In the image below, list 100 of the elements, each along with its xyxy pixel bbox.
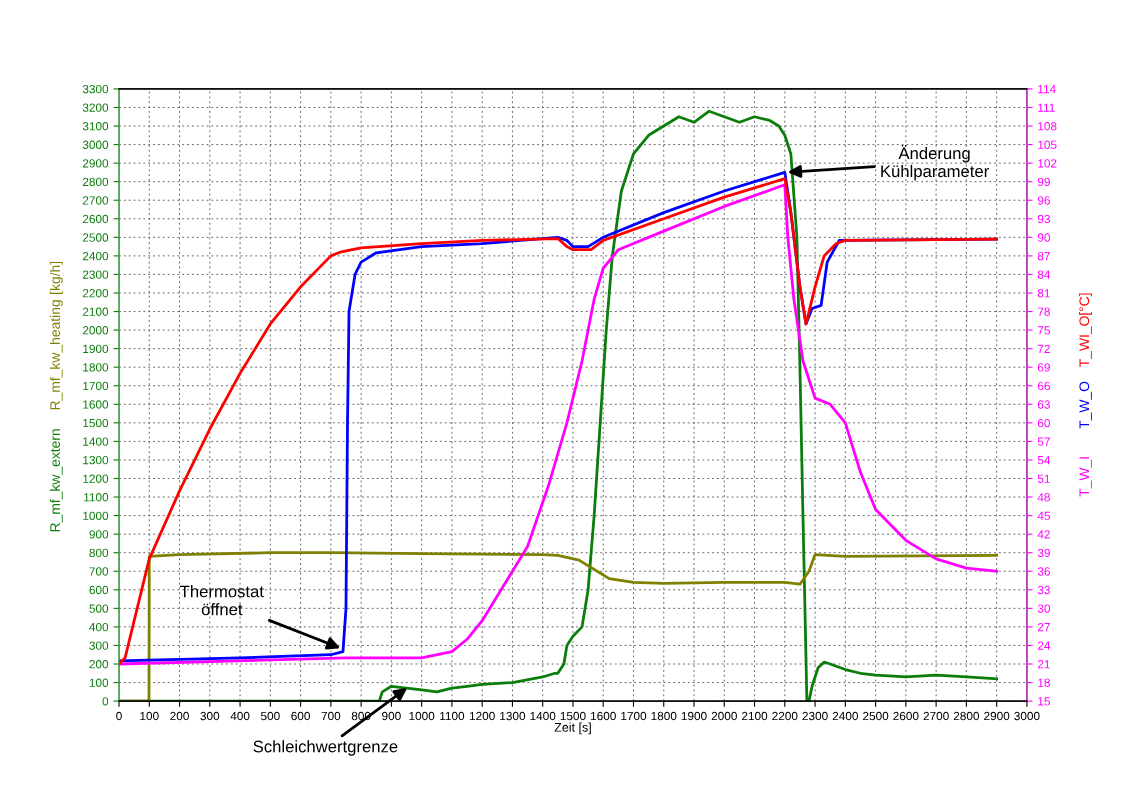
y-tick-label: 0 (102, 697, 109, 706)
y-tick-label: 100 (89, 678, 109, 687)
y-axis-title: [kg/h] (49, 261, 63, 294)
y2-tick-label: 75 (1037, 326, 1050, 335)
y-tick-label: 400 (89, 622, 109, 632)
y2-tick-label: 105 (1038, 140, 1057, 149)
x-tick-label: 2400 (832, 711, 858, 721)
text: T_W_I (1079, 457, 1092, 497)
y-tick-label: 2500 (82, 233, 109, 242)
annotation: Änderung Kühlparameter (881, 145, 989, 181)
y-tick-label: 900 (89, 530, 109, 539)
x-tick-label: 2500 (863, 711, 889, 721)
y-tick-label: 700 (89, 567, 109, 576)
y2-tick-label: 63 (1037, 400, 1050, 409)
y-tick-label: 600 (89, 585, 109, 595)
y2-tick-label: 21 (1037, 660, 1050, 669)
y-tick-label: 2800 (82, 177, 109, 187)
y2-tick-label: 54 (1037, 456, 1051, 465)
x-tick-label: 2700 (923, 711, 949, 721)
y-tick-label: 1100 (84, 493, 109, 502)
y2-tick-label: 69 (1037, 363, 1050, 372)
x-tick-label: 2900 (984, 711, 1010, 721)
y-tick-label: 1900 (83, 344, 109, 354)
y-tick-label: 1300 (83, 455, 109, 465)
y2-tick-label: 57 (1037, 437, 1050, 446)
y2-tick-label: 93 (1037, 214, 1050, 224)
y-tick-label: 800 (89, 548, 109, 558)
y-tick-label: 3000 (82, 140, 109, 149)
x-tick-label: 1800 (651, 711, 677, 721)
x-tick-label: 1000 (409, 711, 435, 721)
y2-tick-label: 108 (1038, 122, 1057, 131)
y-tick-label: 1400 (83, 437, 109, 446)
x-tick-label: 1200 (469, 711, 495, 721)
y2-tick-label: 102 (1038, 159, 1057, 168)
y2-tick-label: 66 (1037, 381, 1050, 391)
x-tick-label: 2300 (802, 711, 828, 721)
y-tick-label: 1600 (83, 400, 109, 409)
x-tick-label: 200 (170, 711, 189, 721)
y-tick-label: 1200 (83, 474, 109, 483)
y2-tick-label: 51 (1037, 474, 1050, 483)
y-tick-label: 300 (89, 641, 109, 650)
x-tick-label: 1900 (681, 711, 707, 721)
y2-tick-label: 87 (1037, 251, 1050, 261)
x-tick-label: 1300 (500, 711, 526, 721)
x-tick-label: 2100 (742, 711, 768, 721)
y2-tick-label: 81 (1037, 289, 1050, 298)
y2-tick-label: 36 (1037, 567, 1050, 576)
x-tick-label: 2000 (711, 711, 737, 721)
y2-tick-label: 24 (1037, 641, 1051, 650)
annotation: Thermostat öffnet (180, 585, 264, 616)
x-tick-label: 0 (116, 711, 122, 721)
x-tick-label: 1100 (440, 711, 465, 721)
x-tick-label: 400 (230, 711, 250, 721)
x-tick-label: 600 (291, 711, 310, 721)
y2-tick-label: 30 (1037, 604, 1050, 613)
y2-tick-label: 39 (1037, 548, 1050, 558)
y2-tick-label: 27 (1037, 622, 1050, 632)
x-tick-label: 100 (140, 711, 159, 721)
y2-tick-label: 78 (1037, 307, 1050, 316)
y2-tick-label: 48 (1037, 493, 1050, 502)
y2-tick-label: 99 (1037, 177, 1050, 187)
y-tick-label: 2600 (82, 214, 109, 224)
x-tick-label: 2600 (893, 711, 919, 721)
text: R_mf_kw_heating (49, 300, 63, 410)
y-tick-label: 500 (89, 604, 109, 613)
y2-tick-label: 18 (1038, 678, 1050, 687)
y2-tick-label: 96 (1037, 196, 1050, 205)
x-tick-label: 900 (382, 711, 401, 721)
y-tick-label: 3100 (82, 122, 109, 131)
y-tick-label: 2400 (82, 251, 109, 261)
x-tick-label: 500 (260, 711, 280, 721)
annotation: Schleichwertgrenze (253, 740, 398, 756)
y-tick-label: 1700 (83, 381, 109, 391)
text: T_W_O (1079, 381, 1092, 429)
x-tick-label: 2200 (772, 711, 798, 721)
x-tick-label: 1700 (621, 711, 647, 721)
y2-tick-label: 33 (1037, 585, 1050, 595)
y-tick-label: 3300 (82, 84, 109, 94)
y2-tick-label: 72 (1037, 344, 1050, 353)
y-tick-label: 1800 (83, 363, 109, 372)
x-tick-label: 300 (200, 711, 220, 721)
y2-tick-label: 45 (1037, 511, 1050, 520)
y-tick-label: 1500 (83, 418, 109, 428)
y-tick-label: 200 (89, 660, 109, 669)
y2-tick-label: 90 (1037, 233, 1050, 242)
x-tick-label: 1600 (591, 711, 616, 721)
text: R_mf_kw_extern (49, 429, 63, 532)
y-tick-label: 1000 (83, 511, 109, 520)
y2-tick-label: 15 (1038, 697, 1050, 706)
x-tick-label: 700 (321, 711, 341, 721)
y2-tick-label: 111 (1038, 103, 1055, 112)
x-tick-label: 2800 (953, 711, 980, 721)
y-tick-label: 3200 (82, 103, 109, 112)
x-tick-label: 1400 (530, 711, 556, 721)
y-tick-label: 2300 (82, 270, 109, 279)
x-axis-title: Zeit [s] (554, 722, 591, 735)
y-tick-label: 2700 (82, 196, 109, 205)
y2-tick-label: 84 (1037, 270, 1051, 279)
y2-tick-label: 60 (1037, 418, 1050, 428)
x-tick-label: 1500 (560, 711, 586, 721)
